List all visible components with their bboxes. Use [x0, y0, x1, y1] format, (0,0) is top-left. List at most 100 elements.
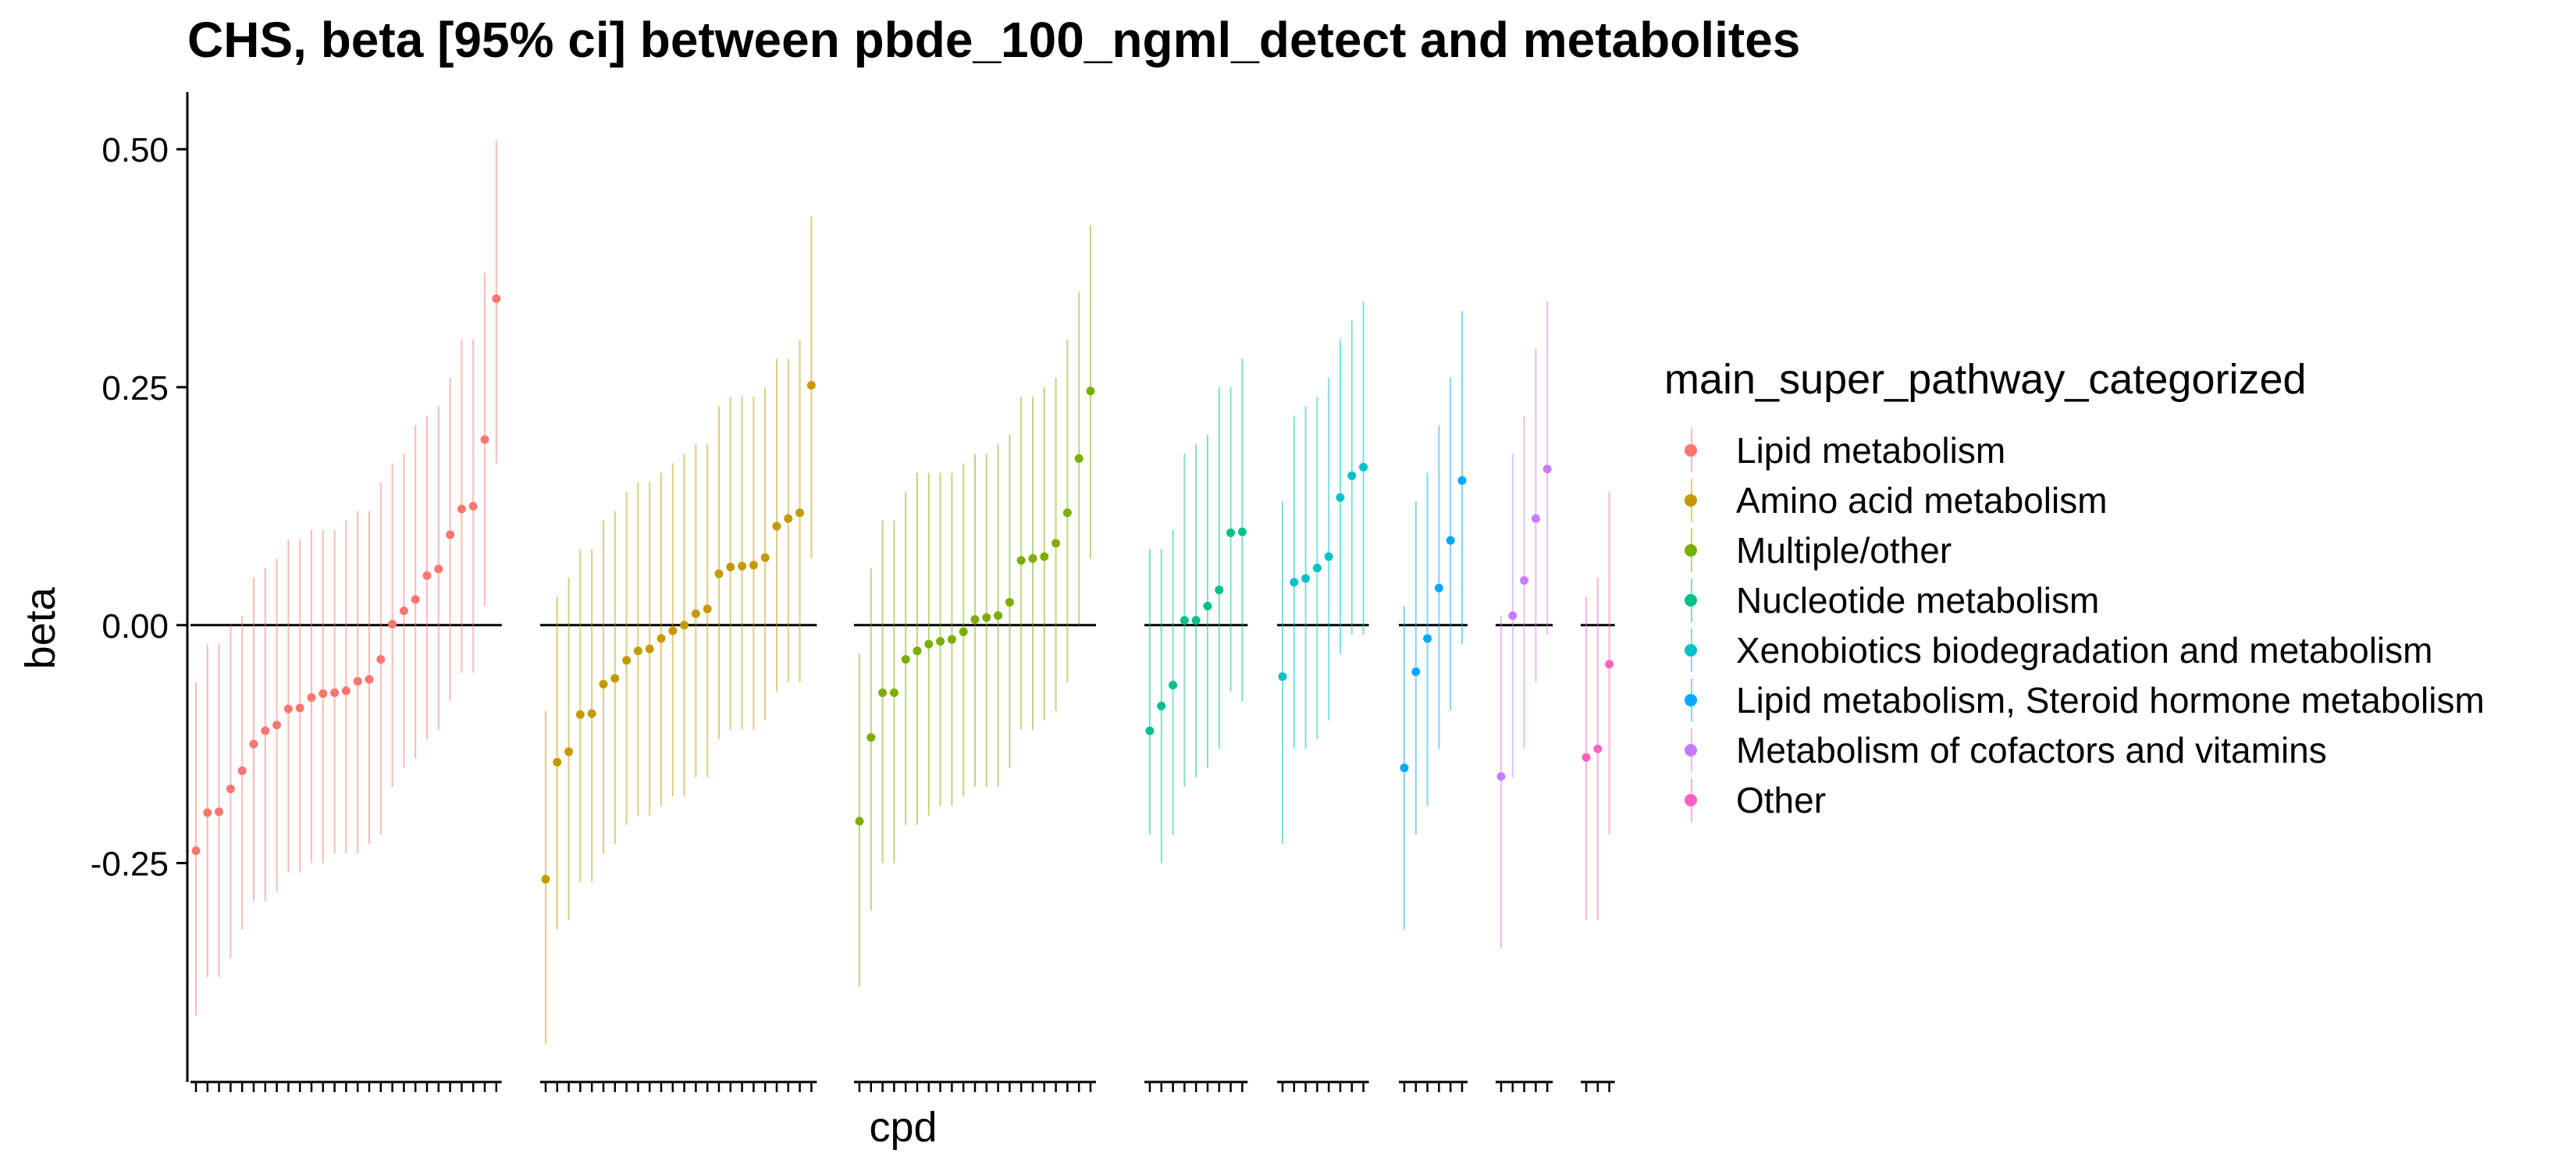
legend-item: Lipid metabolism, Steroid hormone metabo…	[1664, 675, 2485, 725]
beta-point	[295, 703, 304, 713]
beta-point	[1508, 611, 1517, 621]
chart-title: CHS, beta [95% ci] between pbde_100_ngml…	[187, 12, 1801, 68]
beta-point	[376, 655, 386, 664]
beta-point	[480, 435, 489, 444]
legend-label: Multiple/other	[1736, 530, 1952, 571]
legend-item: Nucleotide metabolism	[1664, 575, 2485, 625]
beta-point	[1411, 667, 1421, 677]
legend-title: main_super_pathway_categorized	[1664, 356, 2307, 403]
beta-point	[901, 655, 910, 664]
beta-point	[749, 561, 758, 570]
beta-point	[1542, 464, 1552, 474]
legend-label: Xenobiotics biodegradation and metabolis…	[1736, 630, 2433, 671]
beta-point	[1145, 726, 1155, 735]
beta-point	[866, 733, 876, 742]
beta-point	[1496, 772, 1506, 781]
beta-point	[889, 688, 898, 697]
beta-point	[1582, 753, 1591, 762]
beta-point	[457, 504, 466, 514]
beta-point	[1531, 514, 1540, 523]
beta-point	[680, 621, 689, 630]
beta-point	[1157, 701, 1166, 710]
beta-point	[1086, 386, 1095, 396]
beta-point	[772, 521, 781, 531]
beta-point	[936, 636, 945, 646]
beta-point	[1446, 536, 1455, 545]
beta-point	[599, 679, 608, 689]
beta-point	[1290, 578, 1299, 587]
beta-point	[541, 874, 550, 884]
beta-point	[1359, 462, 1368, 472]
beta-point	[1005, 598, 1014, 607]
beta-point	[1423, 634, 1432, 643]
beta-point	[1215, 586, 1224, 595]
beta-point	[994, 611, 1003, 621]
beta-point	[1312, 564, 1322, 573]
legend-key-swatch	[1664, 525, 1719, 575]
beta-point	[633, 646, 642, 656]
beta-point	[1028, 553, 1037, 563]
y-tick-label: -0.25	[91, 845, 169, 884]
beta-point	[645, 644, 654, 653]
beta-point	[691, 609, 700, 618]
beta-point	[982, 613, 991, 622]
beta-point	[913, 646, 922, 656]
beta-point	[318, 689, 328, 699]
beta-point	[564, 747, 574, 756]
legend-key-swatch	[1664, 675, 1719, 725]
beta-point	[272, 721, 282, 730]
beta-point	[1016, 556, 1026, 565]
beta-point	[237, 766, 247, 775]
legend-item: Xenobiotics biodegradation and metabolis…	[1664, 625, 2485, 675]
y-axis-label: beta	[17, 586, 64, 669]
beta-point	[1040, 552, 1049, 561]
beta-point	[668, 626, 678, 635]
beta-point	[726, 562, 735, 571]
beta-point	[1237, 527, 1247, 536]
beta-point	[261, 726, 270, 735]
beta-point	[1434, 583, 1443, 593]
beta-point	[1226, 529, 1236, 538]
beta-point	[1278, 672, 1287, 682]
beta-point	[970, 614, 980, 624]
beta-point	[203, 808, 212, 817]
legend-item: Other	[1664, 775, 2485, 825]
beta-point	[1347, 471, 1357, 480]
beta-point	[1457, 475, 1467, 485]
beta-point	[1324, 552, 1333, 561]
beta-point	[226, 784, 235, 793]
beta-point	[434, 564, 443, 574]
beta-point	[878, 688, 888, 697]
beta-point	[492, 294, 501, 304]
x-axis-label: cpd	[869, 1104, 937, 1151]
legend-key-swatch	[1664, 775, 1719, 825]
y-tick-label: 0.50	[101, 131, 169, 169]
y-tick-label: 0.00	[101, 607, 169, 646]
beta-point	[784, 514, 793, 523]
legend-key-swatch	[1664, 475, 1719, 525]
legend-label: Amino acid metabolism	[1736, 480, 2108, 521]
beta-point	[806, 381, 816, 390]
beta-point	[656, 634, 666, 643]
legend-label: Lipid metabolism, Steroid hormone metabo…	[1736, 680, 2485, 721]
beta-point	[249, 739, 258, 749]
beta-point	[1400, 763, 1409, 773]
beta-point	[215, 807, 224, 817]
legend-items: Lipid metabolism Amino acid metabolism Mul…	[1664, 425, 2485, 825]
legend-item: Multiple/other	[1664, 525, 2485, 575]
beta-point	[1203, 601, 1212, 610]
beta-point	[760, 553, 770, 562]
beta-point	[422, 571, 432, 580]
legend-key-swatch	[1664, 625, 1719, 675]
beta-point	[622, 656, 632, 665]
beta-point	[411, 595, 420, 604]
beta-point	[924, 639, 934, 649]
beta-point	[1191, 616, 1201, 625]
beta-point	[388, 620, 397, 629]
beta-point	[341, 686, 350, 696]
beta-point	[365, 674, 374, 684]
legend-key-swatch	[1664, 575, 1719, 625]
legend: main_super_pathway_categorized Lipid met…	[1664, 355, 2485, 825]
